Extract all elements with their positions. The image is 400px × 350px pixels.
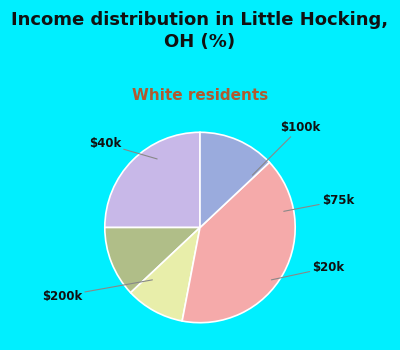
Text: $40k: $40k bbox=[89, 137, 157, 159]
Wedge shape bbox=[200, 132, 269, 228]
Text: Income distribution in Little Hocking,
OH (%): Income distribution in Little Hocking, O… bbox=[12, 11, 388, 51]
Wedge shape bbox=[105, 132, 200, 228]
Wedge shape bbox=[182, 162, 295, 323]
Text: $75k: $75k bbox=[284, 194, 354, 211]
Wedge shape bbox=[131, 228, 200, 321]
Text: $100k: $100k bbox=[252, 121, 320, 175]
Text: $20k: $20k bbox=[272, 261, 344, 280]
Text: $200k: $200k bbox=[42, 280, 152, 302]
Text: White residents: White residents bbox=[132, 88, 268, 103]
Wedge shape bbox=[105, 228, 200, 293]
